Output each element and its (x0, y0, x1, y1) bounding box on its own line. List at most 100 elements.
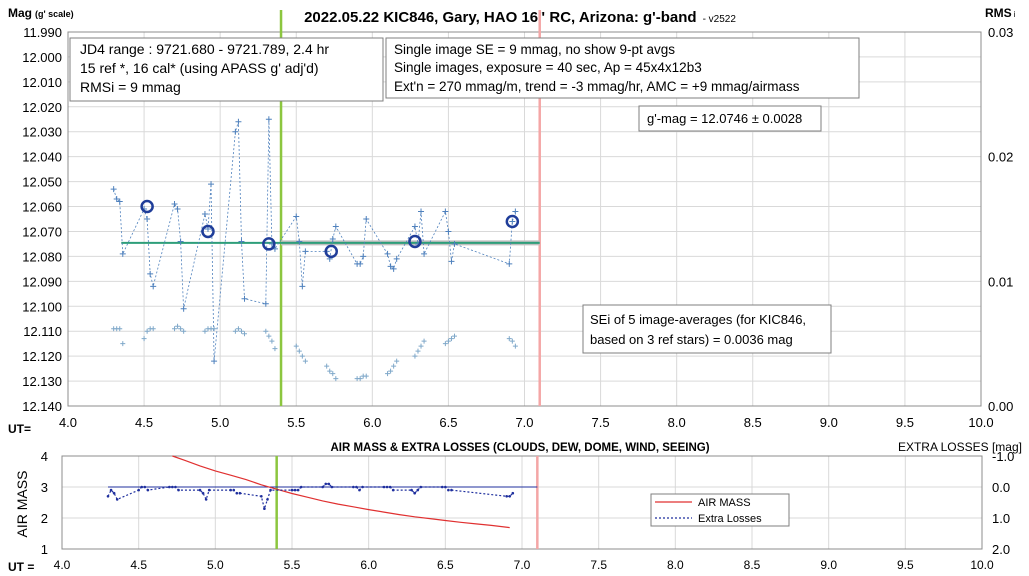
top-y-tick-label: 12.010 (22, 75, 62, 90)
extra-losses-point (413, 491, 416, 495)
five-image-average-point (408, 234, 422, 249)
legend-losses-label: Extra Losses (698, 513, 762, 525)
rms-point (506, 336, 512, 342)
top-y-tick-label: 12.070 (22, 224, 62, 239)
top-y-tick-label: 12.050 (22, 175, 62, 190)
extra-losses-point (204, 498, 208, 501)
single-image-point (506, 260, 513, 267)
bottom-legend: AIR MASS Extra Losses (650, 493, 790, 527)
single-image-point (174, 206, 181, 213)
bottom-x-tick-label: 10.0 (970, 558, 994, 572)
bottom-y-tick-label: 4 (41, 449, 48, 464)
rms-point (202, 328, 208, 334)
top-y-ticks: 11.990 12.000 12.010 12.020 12.030 12.040 12.0… (22, 25, 62, 414)
extra-losses-point (146, 488, 150, 492)
info-image-line-2: Single images, exposure = 40 sec, Ap = 4… (394, 60, 702, 75)
extra-losses-point (505, 495, 508, 498)
rms-point (388, 368, 394, 374)
rms-point (117, 326, 123, 332)
single-image-point (238, 238, 245, 245)
extra-losses-point (391, 488, 395, 492)
top-y-tick-label: 12.060 (22, 200, 62, 215)
single-image-point (445, 228, 452, 235)
single-image-point (147, 270, 154, 277)
top-y-tick-label: 12.140 (22, 399, 62, 414)
bottom-x-tick-label: 6.0 (360, 558, 377, 572)
top-y2-tick-label: 0.02 (988, 150, 1013, 165)
top-x-ticks: 4.0 4.5 5.0 5.5 6.0 6.5 7.0 7.5 8.0 8.5 9.0 9.5 10.0 (59, 415, 994, 430)
legend-airmass-label: AIR MASS (698, 497, 751, 509)
rms-point (363, 373, 369, 379)
info-box-range: JD4 range : 9721.680 - 9721.789, 2.4 hr … (69, 37, 384, 102)
top-x-tick-label: 8.0 (668, 415, 686, 430)
single-image-point (293, 213, 300, 220)
extra-losses-point (361, 485, 364, 489)
rms-point (302, 358, 308, 364)
extra-losses-point (201, 491, 205, 495)
single-image-point (329, 235, 336, 242)
rms-point (120, 341, 126, 347)
single-image-point (177, 238, 184, 245)
single-image-point (265, 116, 272, 123)
extra-losses-point (269, 488, 272, 492)
rms-point (172, 326, 178, 332)
top-chart-title: 2022.05.22 KIC846, Gary, HAO 16" RC, Ari… (304, 9, 736, 26)
top-x-tick-label: 9.5 (896, 415, 914, 430)
bottom-x-tick-label: 9.0 (820, 558, 837, 572)
gmag-result: g'-mag = 12.0746 ± 0.0028 (647, 111, 802, 126)
single-image-point (208, 181, 215, 188)
extra-losses-point (198, 488, 202, 492)
extra-losses-point (235, 491, 239, 495)
top-x-tick-label: 7.0 (515, 415, 533, 430)
single-image-point (390, 265, 397, 272)
rms-point (181, 328, 187, 334)
bottom-x-tick-label: 4.5 (130, 558, 147, 572)
single-image-point (113, 196, 120, 203)
bottom-chart-title: AIR MASS & EXTRA LOSSES (CLOUDS, DEW, DO… (330, 442, 709, 454)
top-x-tick-label: 6.0 (363, 415, 381, 430)
top-x-tick-label: 10.0 (968, 415, 993, 430)
single-image-point (119, 250, 126, 257)
extra-losses-point (355, 485, 358, 489)
five-image-average-point (324, 244, 338, 259)
extra-losses-point (229, 488, 232, 492)
single-image-point (211, 358, 218, 365)
bottom-grid (61, 455, 983, 550)
bottom-series (106, 455, 539, 549)
info-image-line-1: Single image SE = 9 mmag, no show 9-pt a… (394, 42, 675, 57)
extra-losses-point (385, 485, 389, 489)
info-box-sei: SEi of 5 image-averages (for KIC846, bas… (582, 304, 832, 354)
extra-losses-point (296, 488, 300, 492)
extra-losses-point (143, 485, 147, 489)
extra-losses-point (327, 482, 331, 486)
top-y-tick-label: 12.020 (22, 100, 62, 115)
info-range-line-1: JD4 range : 9721.680 - 9721.789, 2.4 hr (80, 41, 329, 57)
bottom-x-tick-label: 8.5 (744, 558, 761, 572)
rms-point (442, 341, 448, 347)
rms-point (242, 331, 248, 337)
single-image-connector (113, 119, 516, 362)
top-x-tick-label: 8.5 (744, 415, 762, 430)
rms-point (391, 363, 397, 369)
rms-point (141, 336, 147, 342)
single-image-point (411, 223, 418, 230)
top-y-tick-label: 12.110 (23, 324, 62, 339)
bottom-y2-tick-label: -1.0 (992, 449, 1014, 464)
top-x-tick-label: 4.5 (135, 415, 153, 430)
rms-point (509, 338, 515, 344)
bottom-y2-ticks: -1.0 0.0 1.0 2.0 (992, 449, 1014, 557)
info-box-gmag: g'-mag = 12.0746 ± 0.0028 (638, 105, 822, 132)
extra-losses-point (290, 488, 294, 492)
info-image-line-3: Ext'n = 270 mmag/m, trend = -3 mmag/hr, … (394, 79, 800, 94)
rms-point (452, 333, 458, 339)
bottom-x-axis-label: UT = (8, 560, 34, 574)
top-y2-ticks: 0.03 0.02 0.01 0.00 (988, 25, 1013, 414)
bottom-x-tick-label: 7.0 (514, 558, 531, 572)
extra-losses-point (352, 485, 355, 489)
rms-point (327, 368, 333, 374)
extra-losses-point (299, 485, 303, 489)
top-x-tick-label: 5.5 (287, 415, 305, 430)
top-x-tick-label: 5.0 (211, 415, 229, 430)
single-image-point (180, 305, 187, 312)
